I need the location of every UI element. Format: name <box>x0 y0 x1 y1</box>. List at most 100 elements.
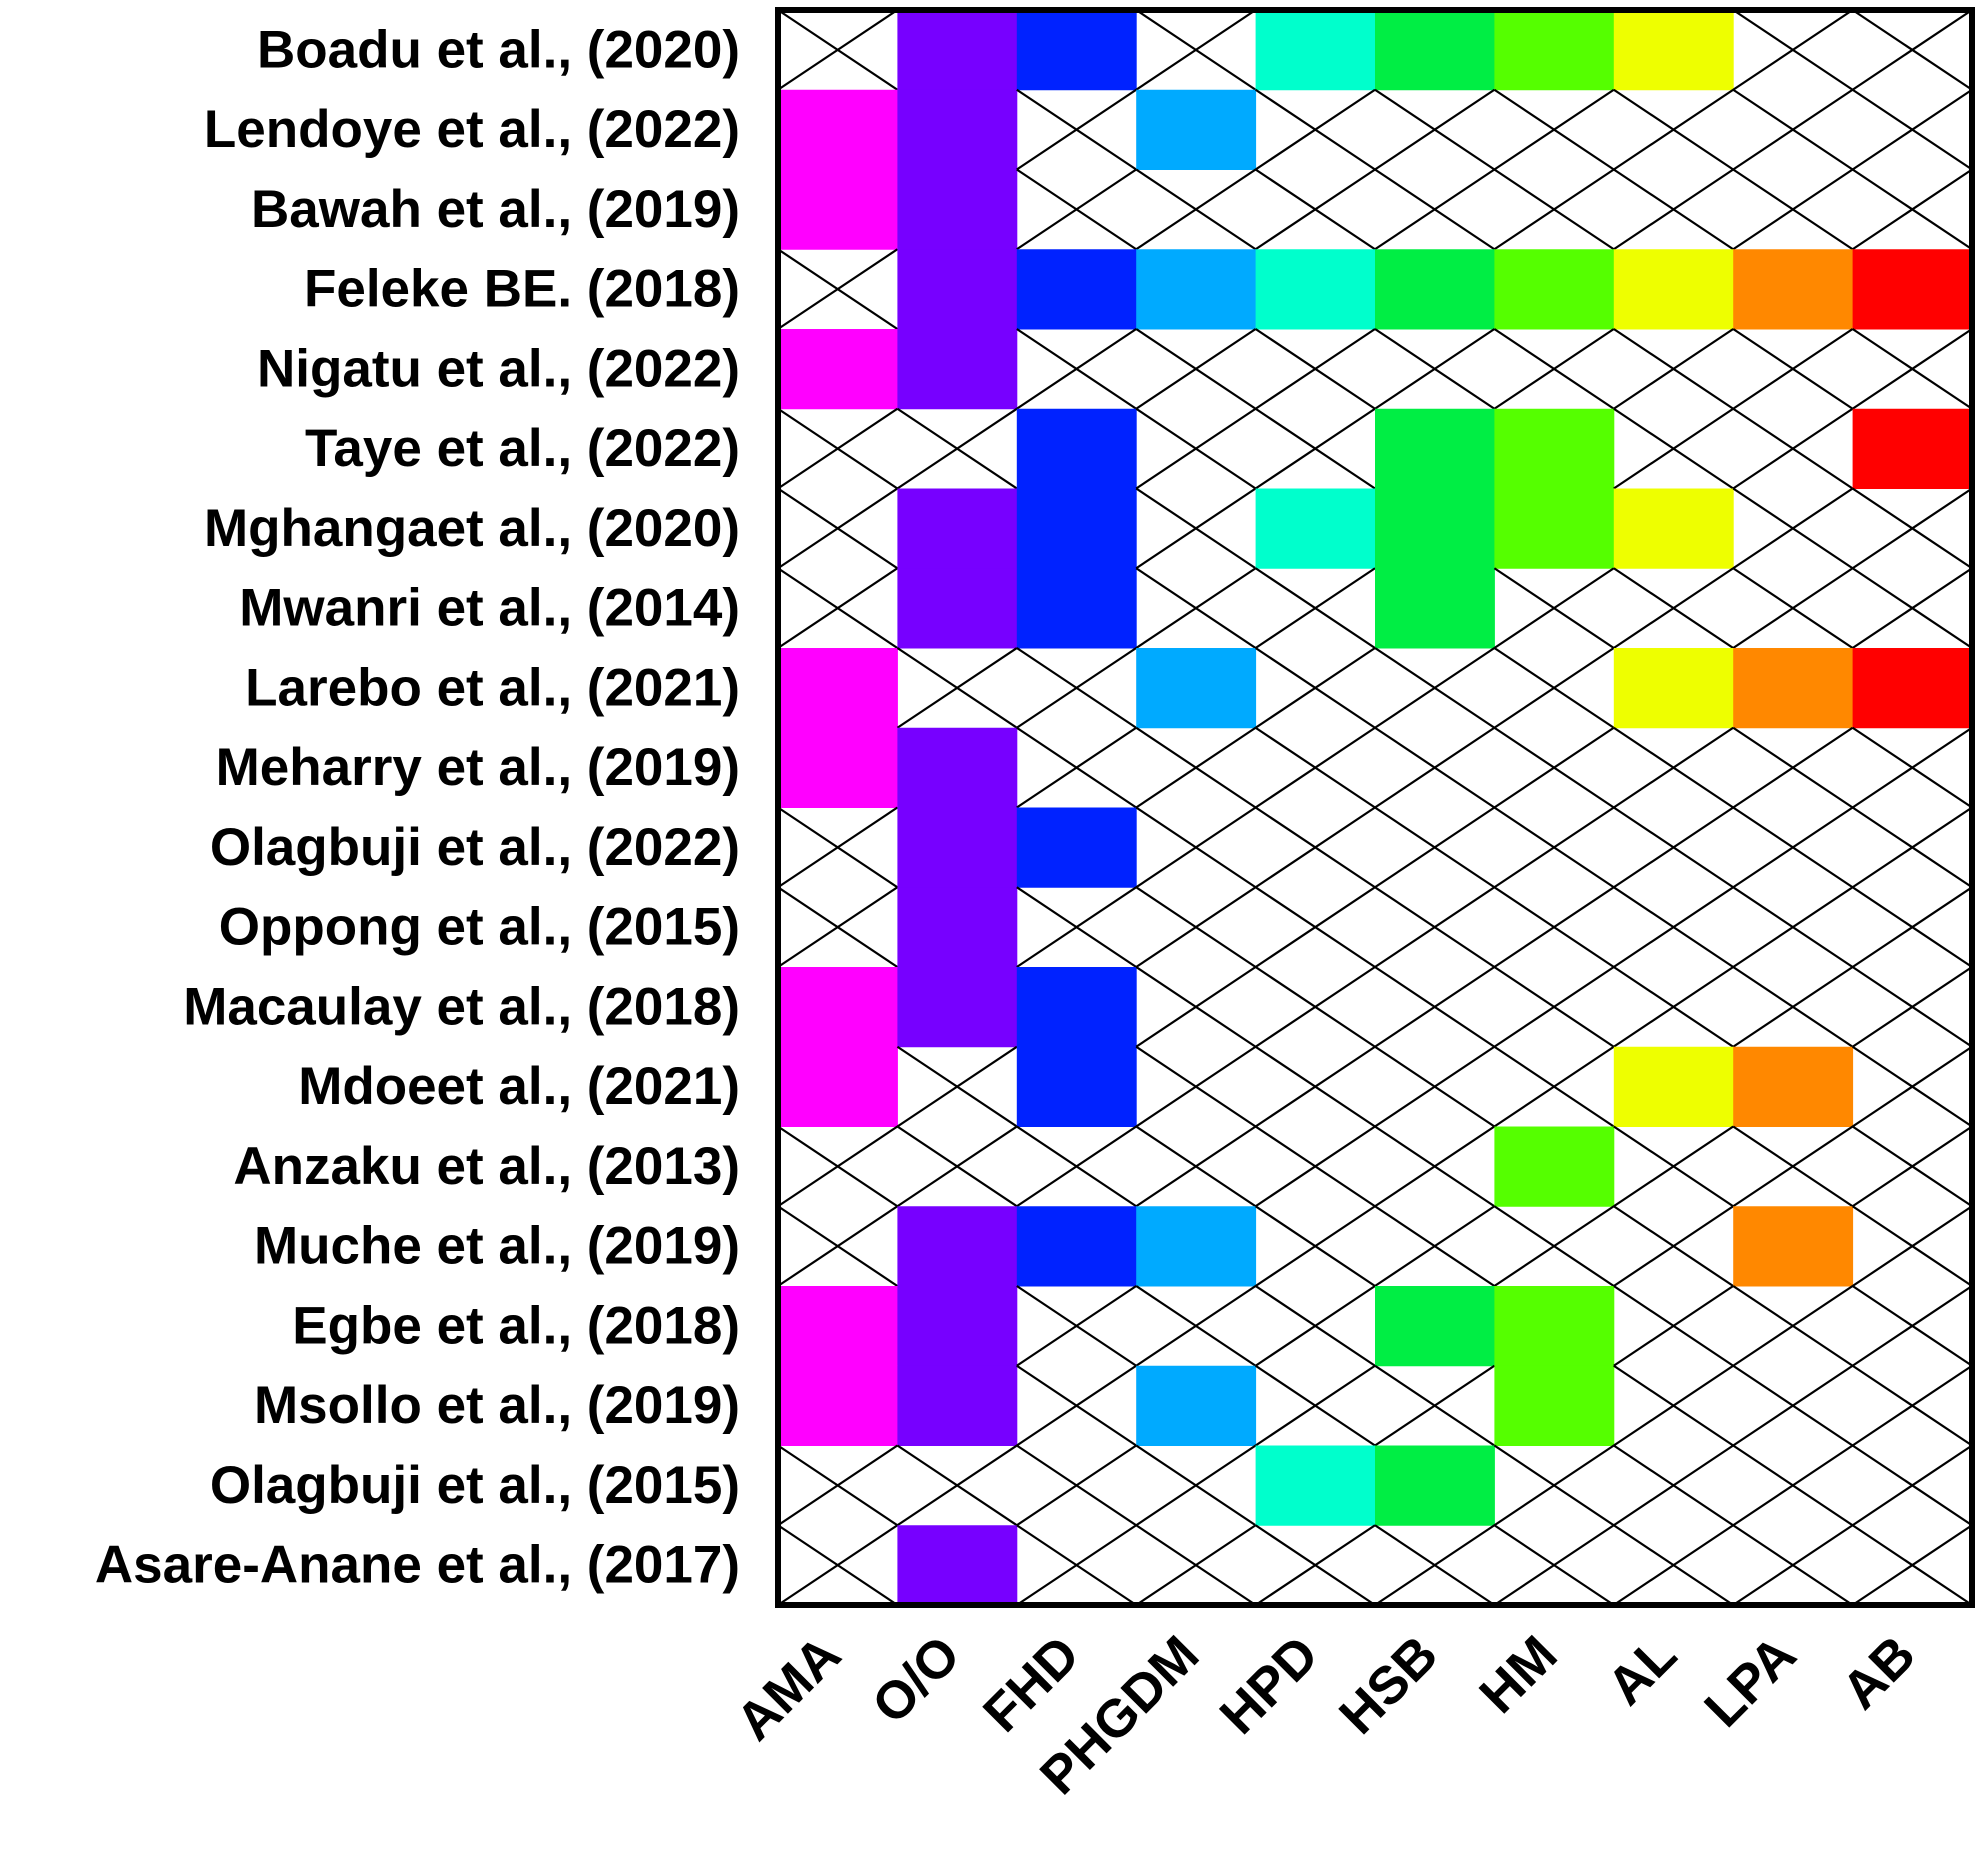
cell-filled-r7-al <box>1613 488 1734 569</box>
cell-empty-r6-phgdm <box>1135 407 1257 490</box>
cell-empty-r11-hsb <box>1374 806 1496 889</box>
cell-empty-r10-al <box>1613 726 1734 809</box>
cell-empty-r6-al <box>1613 407 1734 490</box>
cell-empty-r13-phgdm <box>1135 966 1257 1048</box>
cell-empty-r14-hsb <box>1374 1045 1496 1128</box>
cell-empty-r20-hpd <box>1254 1524 1376 1606</box>
cell-empty-r5-fhd <box>1016 328 1137 410</box>
cell-empty-r11-al <box>1613 806 1734 889</box>
cell-empty-r12-al <box>1613 886 1734 968</box>
cell-filled-r17-ama <box>778 1286 898 1367</box>
cell-filled-r1-al <box>1613 10 1734 91</box>
cell-empty-r19-fhd <box>1016 1444 1137 1527</box>
cell-empty-r6-hpd <box>1254 407 1376 490</box>
cell-filled-r17-hm <box>1494 1286 1615 1367</box>
cell-empty-r12-ab <box>1851 886 1973 968</box>
cell-filled-r16-lpa <box>1733 1206 1854 1287</box>
cell-filled-r6-hm <box>1494 408 1615 489</box>
column-label-hm: HM <box>1469 1625 1569 1725</box>
cell-empty-r16-ama <box>777 1205 899 1287</box>
cell-filled-r6-hsb <box>1375 408 1495 489</box>
cell-filled-r2-phgdm <box>1136 89 1257 170</box>
cell-filled-r14-fhd <box>1016 1046 1137 1127</box>
cell-empty-r13-hm <box>1493 966 1615 1048</box>
cell-empty-r3-al <box>1613 168 1734 251</box>
cell-empty-r2-ab <box>1851 88 1973 171</box>
cell-filled-r13-o-o <box>897 967 1018 1048</box>
cell-empty-r9-fhd <box>1016 647 1137 729</box>
cell-filled-r5-ama <box>778 329 898 410</box>
cell-filled-r11-fhd <box>1016 807 1137 888</box>
cell-filled-r10-o-o <box>897 727 1018 808</box>
row-label: Egbe et al., (2018) <box>292 1296 740 1355</box>
cell-filled-r20-o-o <box>897 1525 1018 1606</box>
cell-empty-r4-ama <box>777 248 899 330</box>
cell-filled-r16-o-o <box>897 1206 1018 1287</box>
cell-empty-r20-ab <box>1851 1524 1973 1606</box>
row-label: Meharry et al., (2019) <box>216 738 740 797</box>
cell-empty-r20-hsb <box>1374 1524 1496 1606</box>
cell-empty-r11-ama <box>777 806 899 889</box>
cell-empty-r16-hsb <box>1374 1205 1496 1287</box>
cell-empty-r1-ama <box>777 9 899 91</box>
cell-empty-r6-o-o <box>896 407 1018 490</box>
cell-empty-r2-hm <box>1493 88 1615 171</box>
cell-empty-r2-al <box>1613 88 1734 171</box>
cell-filled-r4-phgdm <box>1136 249 1257 330</box>
cell-filled-r4-hm <box>1494 249 1615 330</box>
cell-empty-r8-hm <box>1493 567 1615 649</box>
cell-filled-r6-fhd <box>1016 408 1137 489</box>
cell-filled-r7-hm <box>1494 488 1615 569</box>
row-labels: Boadu et al., (2020) Lendoye et al., (202… <box>95 20 740 1594</box>
cell-empty-r10-phgdm <box>1135 726 1257 809</box>
cell-filled-r1-fhd <box>1016 10 1137 91</box>
cell-empty-r13-lpa <box>1732 966 1854 1048</box>
cell-empty-r18-hsb <box>1374 1364 1496 1447</box>
cell-filled-r2-o-o <box>897 89 1018 170</box>
column-label-o-o: O/O <box>861 1625 971 1735</box>
row-label: Macaulay et al., (2018) <box>183 977 740 1036</box>
cell-empty-r10-hm <box>1493 726 1615 809</box>
cell-empty-r17-hpd <box>1254 1285 1376 1367</box>
cell-empty-r12-hsb <box>1374 886 1496 968</box>
cell-filled-r9-al <box>1613 648 1734 729</box>
cell-filled-r8-o-o <box>897 568 1018 649</box>
cell-filled-r19-hpd <box>1255 1445 1376 1526</box>
cell-empty-r6-lpa <box>1732 407 1854 490</box>
cell-empty-r12-phgdm <box>1135 886 1257 968</box>
cell-empty-r13-ab <box>1851 966 1973 1048</box>
cell-filled-r9-lpa <box>1733 648 1854 729</box>
cell-empty-r7-ama <box>777 487 899 570</box>
cell-empty-r18-ab <box>1851 1364 1973 1447</box>
row-label: Boadu et al., (2020) <box>257 20 740 79</box>
cell-empty-r5-lpa <box>1732 328 1854 410</box>
cell-empty-r16-hpd <box>1254 1205 1376 1287</box>
cell-empty-r17-phgdm <box>1135 1285 1257 1367</box>
cell-empty-r11-ab <box>1851 806 1973 889</box>
cell-empty-r12-lpa <box>1732 886 1854 968</box>
cell-empty-r10-hpd <box>1254 726 1376 809</box>
cell-empty-r19-o-o <box>896 1444 1018 1527</box>
cell-empty-r15-al <box>1613 1125 1734 1208</box>
cell-empty-r15-lpa <box>1732 1125 1854 1208</box>
cell-empty-r20-al <box>1613 1524 1734 1606</box>
cell-filled-r13-ama <box>778 967 898 1048</box>
row-label: Mdoeet al., (2021) <box>298 1057 740 1116</box>
row-label: Oppong et al., (2015) <box>219 898 740 957</box>
cell-filled-r14-al <box>1613 1046 1734 1127</box>
cell-filled-r4-fhd <box>1016 249 1137 330</box>
cell-empty-r5-al <box>1613 328 1734 410</box>
cell-filled-r16-fhd <box>1016 1206 1137 1287</box>
cell-empty-r14-o-o <box>896 1045 1018 1128</box>
cell-empty-r10-lpa <box>1732 726 1854 809</box>
cell-filled-r1-hsb <box>1375 10 1495 91</box>
cell-filled-r7-o-o <box>897 488 1018 569</box>
cell-filled-r18-ama <box>778 1365 898 1446</box>
cell-filled-r9-phgdm <box>1136 648 1257 729</box>
cell-empty-r11-phgdm <box>1135 806 1257 889</box>
cell-filled-r3-ama <box>778 169 898 250</box>
cell-empty-r19-al <box>1613 1444 1734 1527</box>
cell-empty-r8-phgdm <box>1135 567 1257 649</box>
cell-filled-r4-hpd <box>1255 249 1376 330</box>
